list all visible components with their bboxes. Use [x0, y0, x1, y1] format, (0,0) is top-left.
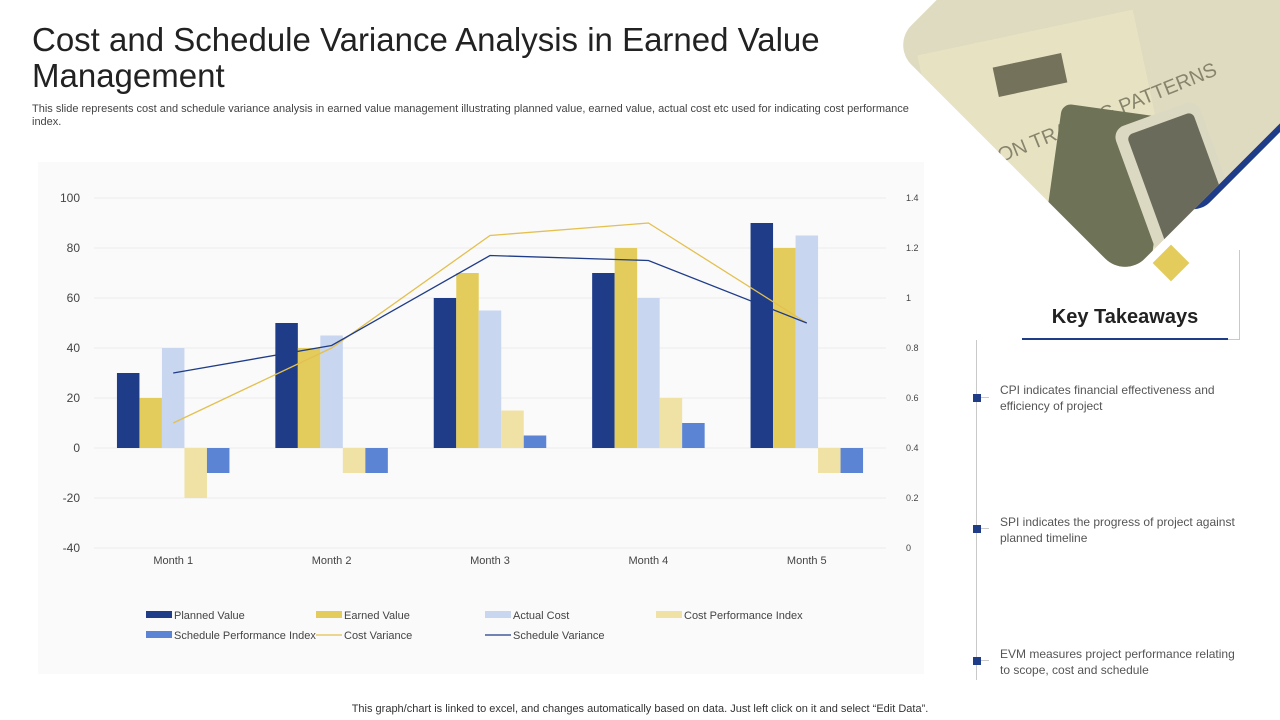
takeaway-marker-2	[973, 525, 981, 533]
legend-swatch	[316, 611, 342, 618]
y2-tick-label: 0.4	[906, 443, 919, 453]
legend-item: Earned Value	[316, 610, 410, 622]
takeaway-tick-1	[981, 397, 989, 398]
y2-tick-label: 0.2	[906, 493, 919, 503]
trading-photo-icon: MMON TRADING PATTERNS	[900, 0, 1280, 282]
chart-legend: Planned Value Earned Value Actual Cost Cost…	[146, 610, 803, 642]
decorative-photo: MMON TRADING PATTERNS	[900, 0, 1280, 320]
bar	[840, 448, 864, 473]
bar	[365, 448, 388, 473]
y-tick-label: -40	[63, 541, 81, 555]
takeaways-underline	[1022, 338, 1228, 340]
bar	[206, 448, 230, 473]
y2-tick-label: 1	[906, 293, 911, 303]
y-axis-left: 100 80 60 40 20 0 -20 -40	[60, 191, 80, 555]
bar	[501, 410, 524, 448]
y-tick-label: 60	[67, 291, 81, 305]
legend-label: Cost Performance Index	[684, 610, 803, 622]
bars	[116, 223, 864, 498]
legend-item: Planned Value	[146, 610, 245, 622]
y2-tick-label: 1.2	[906, 243, 919, 253]
y-tick-label: 40	[67, 341, 81, 355]
legend-label: Schedule Variance	[513, 630, 605, 642]
legend-swatch	[485, 611, 511, 618]
bar	[659, 398, 683, 448]
y-tick-label: 0	[73, 441, 80, 455]
x-tick-label: Month 2	[312, 555, 352, 567]
bar	[456, 273, 479, 448]
bar	[478, 310, 502, 448]
page-subtitle: This slide represents cost and schedule …	[32, 103, 909, 128]
page-title: Cost and Schedule Variance Analysis in E…	[32, 21, 820, 94]
legend-swatch	[146, 631, 172, 638]
x-tick-label: Month 3	[470, 555, 510, 567]
y-axis-right: 1.4 1.2 1 0.8 0.6 0.4 0.2 0	[906, 193, 919, 553]
takeaway-tick-2	[981, 528, 989, 529]
legend-label: Planned Value	[174, 610, 245, 622]
bar	[773, 248, 796, 448]
takeaway-item-3: EVM measures project performance relatin…	[1000, 647, 1235, 677]
y2-tick-label: 0	[906, 543, 911, 553]
bar	[275, 323, 298, 448]
bar	[682, 423, 705, 448]
y-tick-label: 100	[60, 191, 80, 205]
bar	[342, 448, 366, 473]
bar	[614, 248, 638, 448]
legend-label: Actual Cost	[513, 610, 569, 622]
x-tick-label: Month 4	[629, 555, 669, 567]
legend-swatch	[146, 611, 172, 618]
footer-note: This graph/chart is linked to excel, and…	[351, 703, 929, 715]
y-tick-label: -20	[63, 491, 81, 505]
x-tick-label: Month 1	[153, 555, 193, 567]
legend-item: Actual Cost	[485, 610, 569, 622]
legend-item: Schedule Variance	[485, 630, 605, 642]
legend-swatch	[656, 611, 682, 618]
legend-item: Cost Variance	[316, 630, 412, 642]
bar	[139, 398, 162, 448]
takeaway-item-2: SPI indicates the progress of project ag…	[1000, 515, 1235, 545]
bar	[592, 273, 615, 448]
takeaway-item-1: CPI indicates financial effectiveness an…	[1000, 383, 1215, 413]
series-line	[172, 222, 808, 424]
bar	[297, 348, 321, 448]
bar	[320, 335, 343, 448]
bar	[523, 435, 547, 448]
bar	[818, 448, 841, 473]
takeaway-marker-3	[973, 657, 981, 665]
y-tick-label: 20	[67, 391, 81, 405]
takeaways-title: Key Takeaways	[1051, 306, 1199, 328]
bar	[161, 348, 185, 448]
bar	[795, 235, 819, 448]
takeaway-tick-3	[981, 660, 989, 661]
lines	[172, 222, 808, 424]
y-tick-label: 80	[67, 241, 81, 255]
legend-label: Schedule Performance Index	[174, 630, 316, 642]
legend-label: Earned Value	[344, 610, 410, 622]
bar	[116, 373, 140, 448]
x-tick-label: Month 5	[787, 555, 827, 567]
bar	[184, 448, 207, 498]
x-axis: Month 1 Month 2 Month 3 Month 4 Month 5	[153, 555, 826, 567]
chart-area: 100 80 60 40 20 0 -20 -40 1.4 1.2 1 0.8 0.6 0.4 0.2 0 …	[38, 162, 924, 674]
takeaway-marker-1	[973, 394, 981, 402]
takeaways-timeline	[976, 340, 977, 680]
bar	[750, 223, 774, 448]
y2-tick-label: 1.4	[906, 193, 919, 203]
legend-item: Schedule Performance Index	[146, 630, 316, 642]
series-line	[173, 254, 808, 374]
y2-tick-label: 0.8	[906, 343, 919, 353]
bar	[637, 298, 660, 448]
legend-item: Cost Performance Index	[656, 610, 803, 622]
legend-label: Cost Variance	[344, 630, 412, 642]
bar	[433, 298, 457, 448]
y2-tick-label: 0.6	[906, 393, 919, 403]
